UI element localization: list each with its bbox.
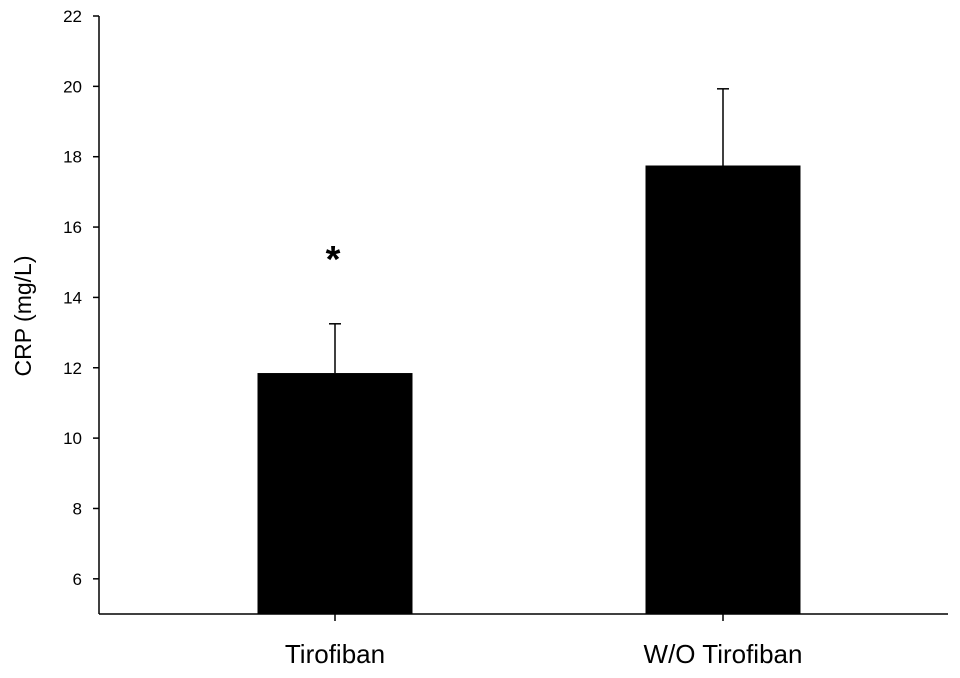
significance-marker: * <box>326 239 341 281</box>
y-tick-label: 6 <box>73 570 82 589</box>
y-axis-title: CRP (mg/L) <box>10 256 36 377</box>
y-tick-label: 20 <box>63 77 82 96</box>
y-tick-label: 14 <box>63 288 82 307</box>
bar <box>257 373 413 614</box>
y-tick-label: 10 <box>63 429 82 448</box>
y-tick-label: 8 <box>73 499 82 518</box>
y-tick-label: 22 <box>63 7 82 26</box>
x-tick-label: W/O Tirofiban <box>644 639 803 669</box>
x-tick-label: Tirofiban <box>285 639 385 669</box>
y-tick-label: 16 <box>63 218 82 237</box>
bar <box>645 165 801 614</box>
bars-group <box>257 165 801 614</box>
y-tick-label: 12 <box>63 359 82 378</box>
labels-group: Tirofiban * W/O Tirofiban <box>285 239 803 669</box>
axes-group: 6 8 10 12 14 16 18 20 22 <box>63 7 948 621</box>
error-bars-group <box>329 88 729 374</box>
y-tick-label: 18 <box>63 148 82 167</box>
